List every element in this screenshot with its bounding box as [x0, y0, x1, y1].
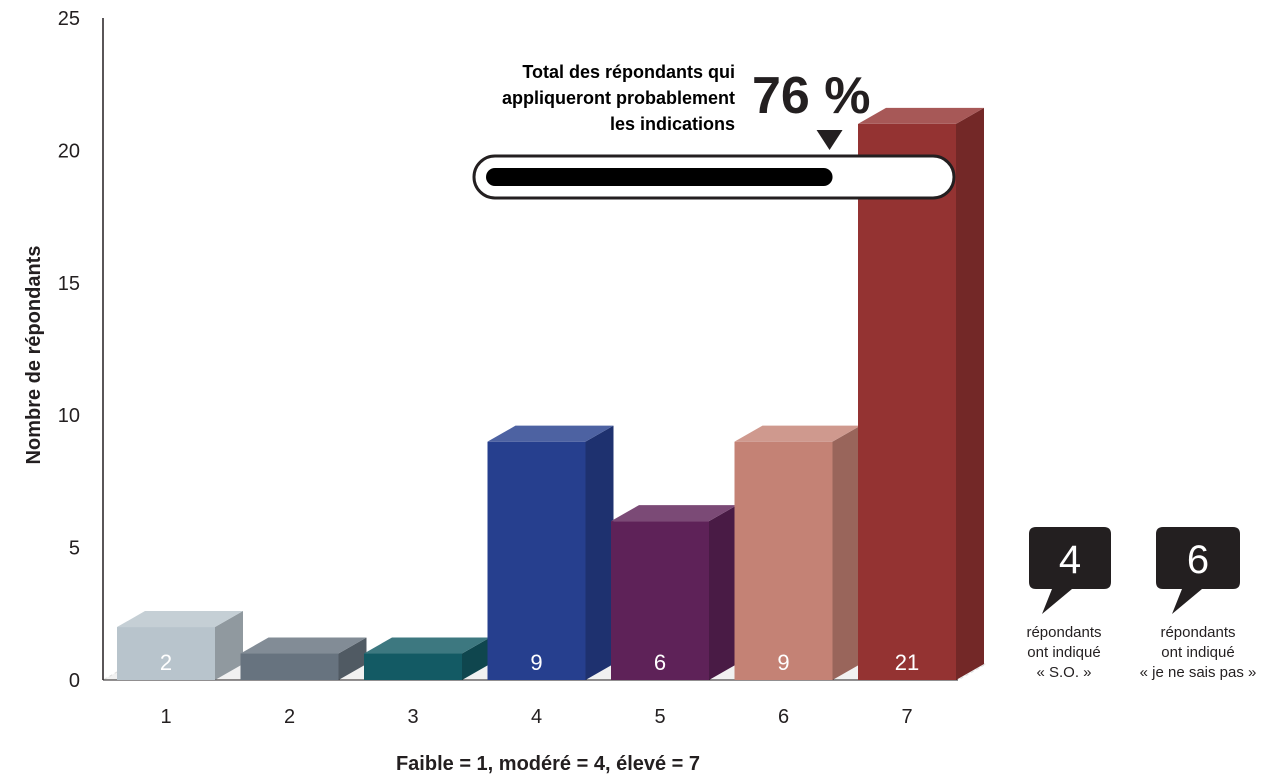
y-tick-label: 20 — [58, 140, 80, 162]
bar-top — [858, 107, 984, 124]
percent-marker-triangle — [816, 130, 843, 150]
bar-top — [364, 637, 490, 654]
bar-6: 9 — [734, 425, 861, 680]
y-tick-label: 0 — [69, 670, 80, 692]
bubble-na-number: 4 — [1059, 538, 1081, 582]
bar-front — [117, 627, 215, 680]
bar-side — [215, 611, 243, 680]
x-tick-label: 3 — [407, 706, 418, 728]
bar-top — [734, 425, 861, 442]
callout-title-line-3: les indications — [610, 114, 735, 134]
bars: 2 9 6 9 21 — [117, 107, 984, 681]
x-tick-label: 4 — [531, 706, 542, 728]
x-axis-title: Faible = 1, modéré = 4, élevé = 7 — [396, 753, 700, 775]
bar-3 — [364, 637, 490, 680]
y-tick-labels: 0 5 10 15 20 25 — [58, 8, 80, 692]
bar-top — [487, 425, 614, 442]
bar-side — [956, 107, 984, 681]
bubble-dont-know-number: 6 — [1187, 538, 1209, 582]
y-tick-label: 25 — [58, 8, 80, 30]
y-tick-label: 5 — [69, 538, 80, 560]
bar-side — [709, 505, 737, 680]
x-tick-labels: 1 2 3 4 5 6 7 — [160, 706, 912, 728]
bar-top — [611, 505, 737, 522]
bar-value-label: 9 — [530, 650, 542, 675]
bar-top — [117, 611, 243, 628]
bar-front — [364, 653, 462, 680]
bar-side — [338, 637, 367, 680]
y-tick-label: 10 — [58, 405, 80, 427]
bar-top — [240, 637, 367, 654]
likelihood-callout: Total des répondants qui appliqueront pr… — [472, 62, 956, 200]
bar-1: 2 — [117, 611, 243, 680]
callout-title-line-1: Total des répondants qui — [522, 62, 735, 82]
bar-front — [734, 441, 833, 680]
x-tick-label: 5 — [654, 706, 665, 728]
bubble-na-caption-3: « S.O. » — [1036, 664, 1091, 681]
callout-percent: 76 % — [752, 67, 871, 125]
bar-side — [585, 425, 614, 680]
x-tick-label: 1 — [160, 706, 171, 728]
bar-front — [487, 441, 586, 680]
y-tick-label: 15 — [58, 273, 80, 295]
bar-7: 21 — [858, 107, 984, 681]
bar-value-label: 6 — [654, 650, 666, 675]
x-tick-label: 6 — [778, 706, 789, 728]
bar-side — [462, 637, 490, 680]
y-axis-title: Nombre de répondants — [23, 246, 45, 465]
bubble-na-caption-2: ont indiqué — [1027, 644, 1100, 661]
bar-front — [858, 123, 956, 681]
bar-value-label: 9 — [777, 650, 789, 675]
bubble-na: 4 répondants ont indiqué « S.O. » — [1026, 527, 1111, 681]
callout-title-line-2: appliqueront probablement — [502, 88, 735, 108]
bubble-dont-know-caption-3: « je ne sais pas » — [1140, 664, 1257, 681]
bubble-dont-know-caption-2: ont indiqué — [1161, 644, 1234, 661]
bar-front — [611, 521, 709, 680]
x-tick-label: 7 — [901, 706, 912, 728]
bar-value-label: 21 — [895, 650, 919, 675]
speech-bubble-na — [1029, 527, 1111, 614]
bubble-dont-know: 6 répondants ont indiqué « je ne sais pa… — [1140, 527, 1257, 681]
x-tick-label: 2 — [284, 706, 295, 728]
bar-2 — [240, 637, 367, 680]
bar-5: 6 — [611, 505, 737, 680]
bar-front — [240, 653, 339, 680]
progress-fill — [486, 168, 833, 186]
bubble-dont-know-caption-1: répondants — [1160, 624, 1235, 641]
speech-bubble-dont-know — [1156, 527, 1240, 614]
bar-side — [832, 425, 861, 680]
bar-value-label: 2 — [160, 650, 172, 675]
bar-4: 9 — [487, 425, 614, 680]
bubble-na-caption-1: répondants — [1026, 624, 1101, 641]
